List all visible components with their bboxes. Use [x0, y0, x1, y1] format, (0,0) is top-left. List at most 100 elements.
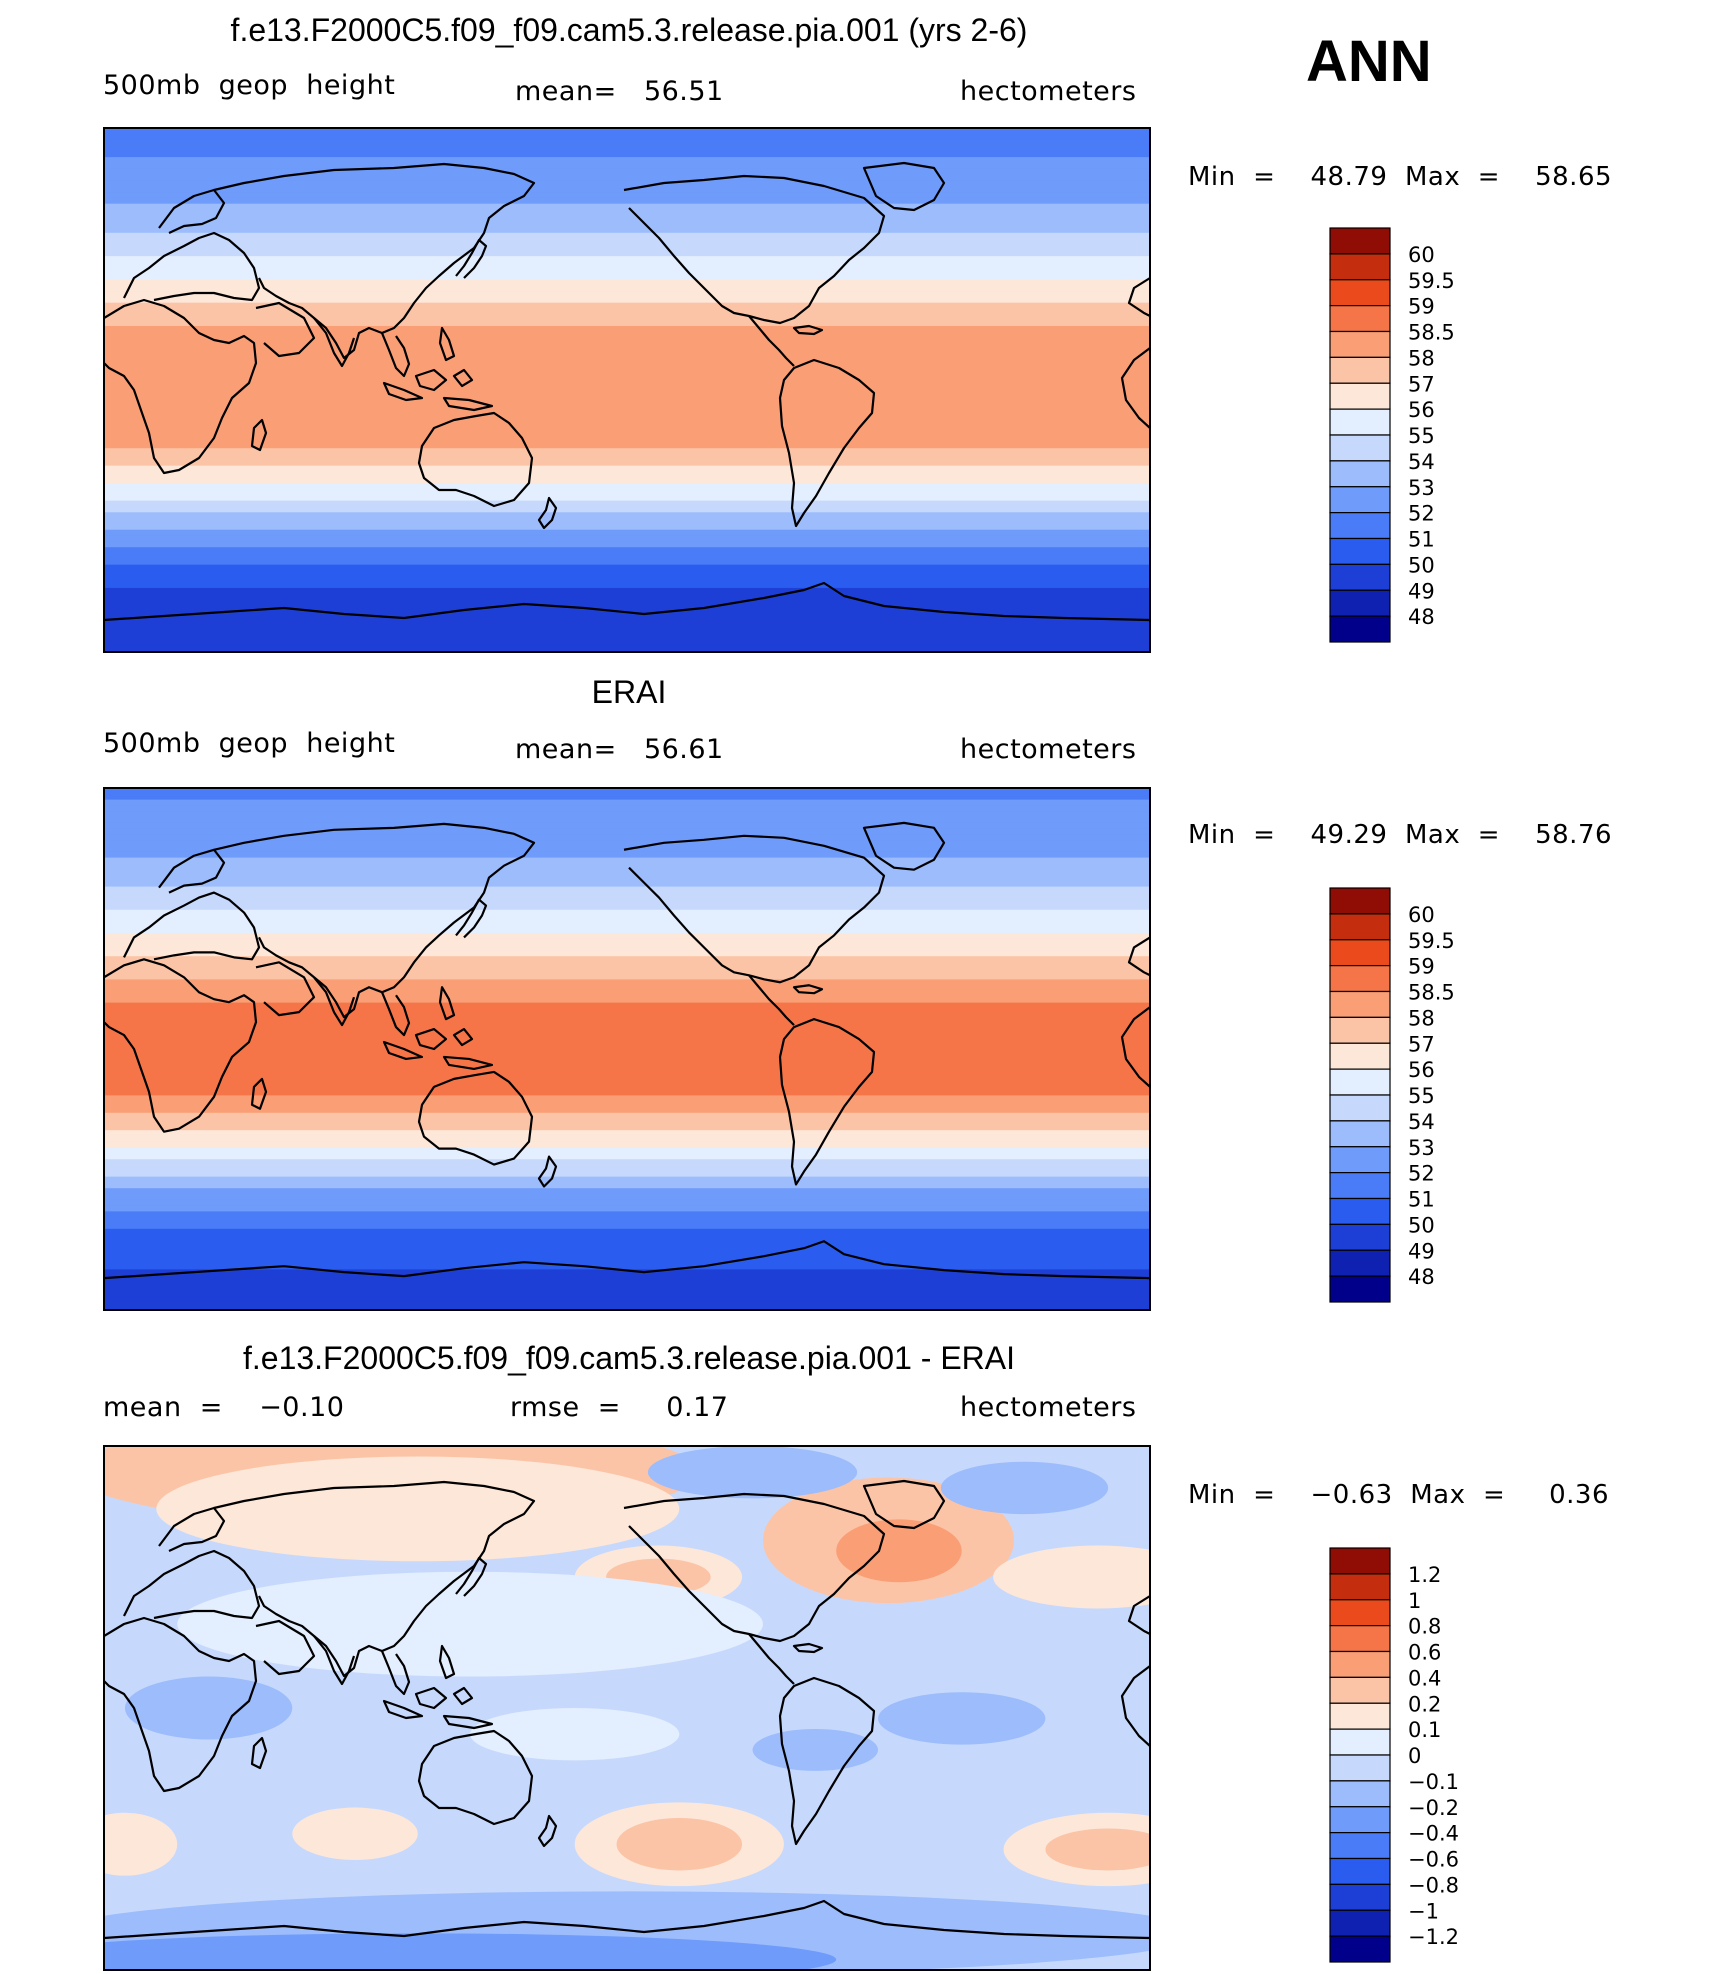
map-band [104, 1153, 1150, 1161]
colorbar-box [1329, 279, 1391, 307]
map-band [104, 909, 1150, 917]
colorbar-label: 56 [1408, 398, 1435, 422]
map-band [104, 1246, 1150, 1253]
map-band [104, 518, 1150, 525]
map-band [104, 991, 1150, 998]
anomaly-contour [616, 1818, 743, 1871]
map-band [104, 1136, 1150, 1143]
map-band [104, 788, 1150, 795]
map-band [104, 1304, 1150, 1310]
map-band [104, 950, 1150, 958]
colorbar-box [1329, 990, 1391, 1018]
colorbar-label: 58.5 [1408, 981, 1455, 1005]
map-band [104, 157, 1150, 164]
map-band [104, 1054, 1150, 1062]
panel-3-units: hectometers [960, 1392, 1137, 1423]
map-band [104, 1072, 1150, 1079]
map-band [104, 302, 1150, 310]
colorbar-label: −0.4 [1408, 1822, 1459, 1846]
map-band [104, 261, 1150, 269]
anomaly-contour [177, 1571, 763, 1677]
colorbar-box [1329, 1832, 1391, 1860]
colorbar-box [1329, 1883, 1391, 1911]
colorbar-box [1329, 563, 1391, 591]
colorbar-box [1329, 1172, 1391, 1200]
colorbar-box [1329, 537, 1391, 565]
anomaly-contour [156, 1456, 680, 1562]
anomaly-contour [752, 1728, 879, 1771]
colorbar-label: −0.1 [1408, 1770, 1459, 1794]
map-band [104, 395, 1150, 403]
colorbar-box [1329, 1223, 1391, 1251]
colorbar-box [1329, 1016, 1391, 1044]
map-band [104, 454, 1150, 461]
map-band [104, 1298, 1150, 1306]
panel-3-mean: mean = −0.10 [103, 1392, 345, 1423]
map-band [104, 640, 1150, 648]
panel-2-title: ERAI [591, 674, 667, 710]
map-band [104, 267, 1150, 275]
map-band [104, 1194, 1150, 1201]
colorbar-box [1329, 1625, 1391, 1653]
map-band [104, 1257, 1150, 1265]
map-frame-3 [103, 1445, 1151, 1971]
map-band [104, 1159, 1150, 1166]
map-band [104, 390, 1150, 397]
colorbar-label: 55 [1408, 424, 1435, 448]
map-band [104, 1037, 1150, 1045]
map-band [104, 1228, 1150, 1236]
map-band [104, 529, 1150, 537]
colorbar-label: −1.2 [1408, 1925, 1459, 1949]
map-band [104, 215, 1150, 223]
map-band [104, 967, 1150, 975]
anomaly-contour [1045, 1828, 1150, 1871]
map-band [104, 857, 1150, 865]
map-band [104, 822, 1150, 830]
map-band [104, 128, 1150, 135]
colorbar-label: 0 [1408, 1744, 1421, 1768]
map-band [104, 1118, 1150, 1126]
colorbar-box [1329, 1728, 1391, 1756]
map-band [104, 553, 1150, 560]
map-band [104, 1043, 1150, 1050]
map-band [104, 921, 1150, 929]
map-band [104, 605, 1150, 613]
colorbar-box [1329, 408, 1391, 436]
map-band [104, 1112, 1150, 1120]
colorbar-label: 59 [1408, 295, 1435, 319]
colorbar-label: 48 [1408, 1265, 1435, 1289]
panel-1-title: f.e13.F2000C5.f09_f09.cam5.3.release.pia… [230, 12, 1028, 48]
map-band [104, 1060, 1150, 1068]
map-band [104, 1240, 1150, 1248]
map-band [104, 570, 1150, 578]
map-band [104, 962, 1150, 969]
colorbar-label: −0.6 [1408, 1848, 1459, 1872]
colorbar-label: 51 [1408, 1188, 1435, 1212]
colorbar-label: 53 [1408, 1136, 1435, 1160]
map-band [104, 1170, 1150, 1178]
map-band [104, 880, 1150, 888]
map-band [104, 587, 1150, 595]
colorbar-label: 49 [1408, 579, 1435, 603]
colorbar-box [1329, 939, 1391, 967]
colorbar-box [1329, 1068, 1391, 1096]
map-band [104, 174, 1150, 182]
map-band [104, 1147, 1150, 1155]
map-band [104, 360, 1150, 368]
map-band [104, 1252, 1150, 1259]
colorbar-box [1329, 1935, 1391, 1963]
map-band [104, 811, 1150, 818]
map-band [104, 541, 1150, 549]
map-panel-3 [104, 1446, 1150, 1970]
colorbar-box [1329, 1754, 1391, 1782]
map-band [104, 646, 1150, 652]
map-band [104, 1025, 1150, 1033]
colorbar-box [1329, 589, 1391, 617]
map-band [104, 1275, 1150, 1282]
map-band [104, 308, 1150, 316]
map-band [104, 221, 1150, 228]
map-band [104, 1083, 1150, 1091]
map-band [104, 407, 1150, 415]
map-band [104, 1182, 1150, 1190]
map-band [104, 238, 1150, 246]
